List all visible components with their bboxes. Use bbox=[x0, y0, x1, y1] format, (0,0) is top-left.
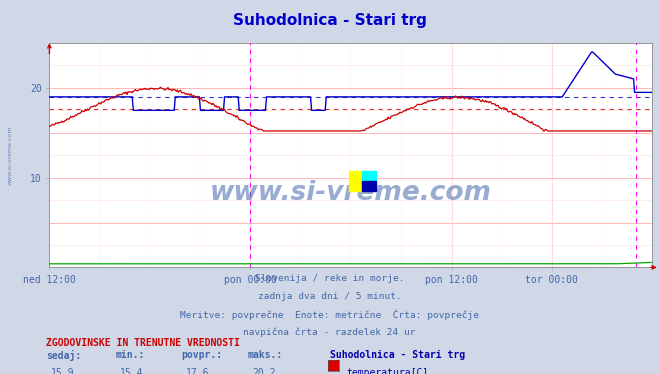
Text: www.si-vreme.com: www.si-vreme.com bbox=[210, 180, 492, 206]
Text: maks.:: maks.: bbox=[247, 350, 282, 360]
Text: www.si-vreme.com: www.si-vreme.com bbox=[8, 125, 13, 185]
Text: povpr.:: povpr.: bbox=[181, 350, 222, 360]
Text: ZGODOVINSKE IN TRENUTNE VREDNOSTI: ZGODOVINSKE IN TRENUTNE VREDNOSTI bbox=[46, 338, 240, 349]
Text: min.:: min.: bbox=[115, 350, 145, 360]
Text: Suhodolnica - Stari trg: Suhodolnica - Stari trg bbox=[233, 13, 426, 28]
Text: 17,6: 17,6 bbox=[186, 368, 210, 374]
Text: Suhodolnica - Stari trg: Suhodolnica - Stari trg bbox=[330, 350, 465, 360]
Bar bbox=[362, 171, 376, 181]
Bar bbox=[362, 181, 376, 191]
Text: 20,2: 20,2 bbox=[252, 368, 275, 374]
Text: zadnja dva dni / 5 minut.: zadnja dva dni / 5 minut. bbox=[258, 292, 401, 301]
Bar bbox=[349, 171, 362, 191]
Text: Slovenija / reke in morje.: Slovenija / reke in morje. bbox=[255, 274, 404, 283]
Text: navpična črta - razdelek 24 ur: navpična črta - razdelek 24 ur bbox=[243, 328, 416, 337]
Text: 15,9: 15,9 bbox=[51, 368, 74, 374]
Text: temperatura[C]: temperatura[C] bbox=[346, 368, 428, 374]
Text: 15,4: 15,4 bbox=[120, 368, 144, 374]
Text: sedaj:: sedaj: bbox=[46, 350, 81, 361]
Text: Meritve: povprečne  Enote: metrične  Črta: povprečje: Meritve: povprečne Enote: metrične Črta:… bbox=[180, 310, 479, 320]
